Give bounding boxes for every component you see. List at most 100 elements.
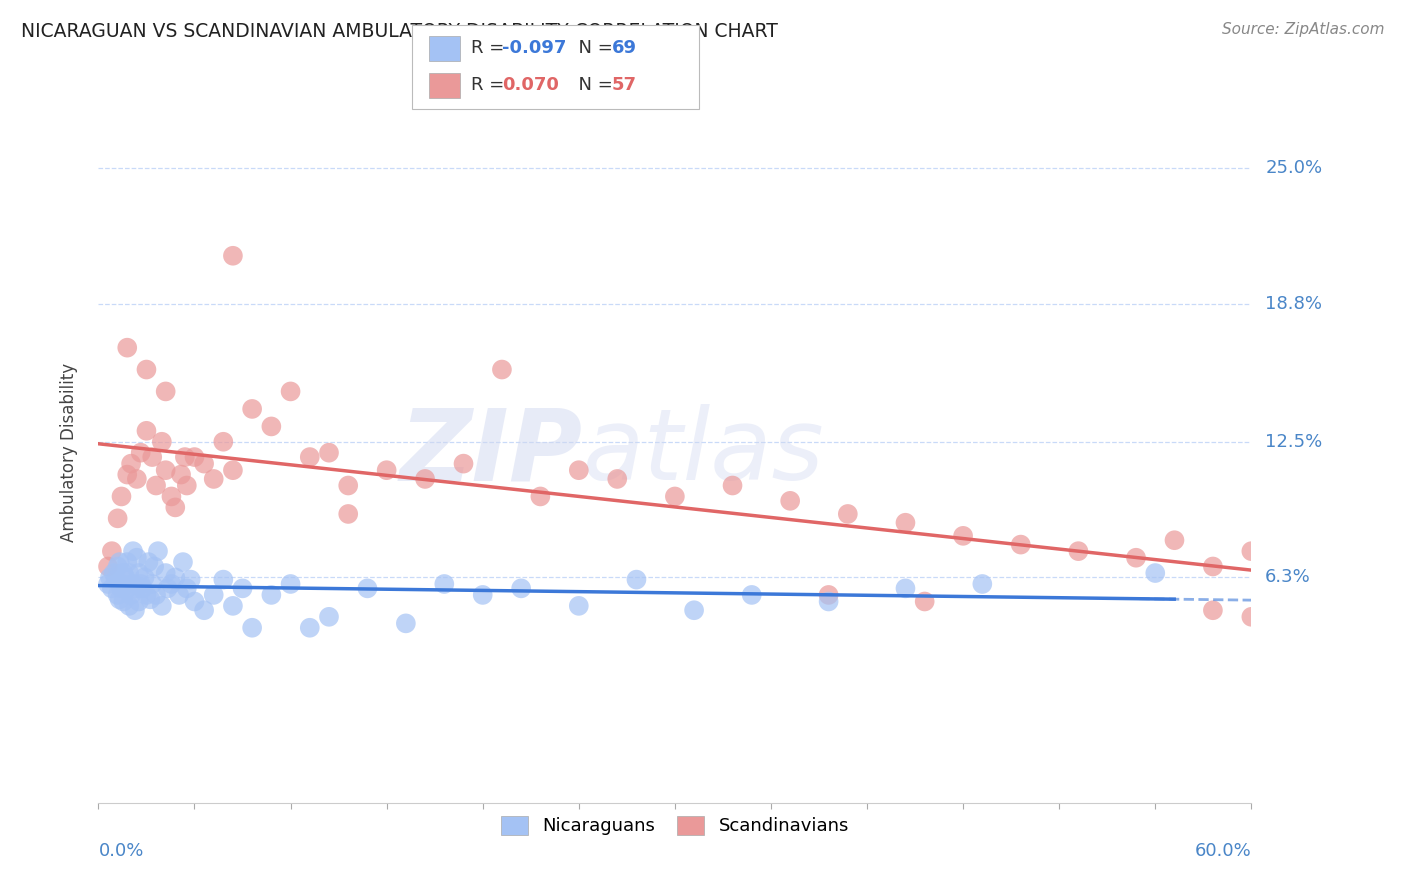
Point [1144,566,1167,580]
Point [817,594,839,608]
Point [280,577,302,591]
Point [145,588,167,602]
Point [260,588,283,602]
Point [193,457,215,471]
Point [155,566,177,580]
Point [112,566,135,580]
Legend: Nicaraguans, Scandinavians: Nicaraguans, Scandinavians [491,805,859,847]
Point [134,570,156,584]
Text: -0.097: -0.097 [502,39,567,57]
Text: NICARAGUAN VS SCANDINAVIAN AMBULATORY DISABILITY CORRELATION CHART: NICARAGUAN VS SCANDINAVIAN AMBULATORY DI… [21,22,778,41]
Point [128,566,150,580]
Point [433,577,456,591]
Text: R =: R = [471,77,510,95]
Point [180,573,202,587]
Point [1125,550,1147,565]
Point [395,616,418,631]
Point [124,603,146,617]
Point [146,544,169,558]
Text: 6.3%: 6.3% [1265,568,1310,586]
Point [837,507,859,521]
Point [167,588,190,602]
Point [156,582,179,596]
Point [141,577,163,591]
Point [222,599,245,613]
Text: 0.070: 0.070 [502,77,558,95]
Text: R =: R = [471,39,510,57]
Text: N =: N = [567,77,619,95]
Point [112,594,135,608]
Point [914,594,936,608]
Point [240,621,263,635]
Point [128,594,150,608]
Point [155,463,177,477]
Point [894,582,917,596]
Point [202,588,225,602]
Text: 12.5%: 12.5% [1265,433,1323,450]
Point [135,362,157,376]
Point [165,500,187,515]
Point [131,582,153,596]
Point [337,507,360,521]
Point [721,478,744,492]
Point [143,559,166,574]
Point [122,577,145,591]
Text: 0.0%: 0.0% [98,842,143,860]
Point [212,573,235,587]
Point [222,463,245,477]
Point [120,457,142,471]
Point [626,573,648,587]
Point [114,570,136,584]
Point [529,490,551,504]
Point [375,463,398,477]
Text: 25.0%: 25.0% [1265,160,1323,178]
Point [356,582,378,596]
Text: N =: N = [567,39,619,57]
Point [104,573,127,587]
Point [972,577,994,591]
Point [145,478,167,492]
Text: 60.0%: 60.0% [1195,842,1251,860]
Point [1202,559,1225,574]
Point [183,594,205,608]
Point [1010,538,1032,552]
Point [193,603,215,617]
Point [110,490,132,504]
Point [97,559,120,574]
Point [280,384,302,399]
Point [107,511,129,525]
Point [118,599,141,613]
Point [107,559,129,574]
Text: 18.8%: 18.8% [1265,295,1322,313]
Point [176,582,198,596]
Point [222,249,245,263]
Point [1067,544,1090,558]
Point [176,478,198,492]
Point [231,582,254,596]
Point [606,472,628,486]
Text: 57: 57 [612,77,637,95]
Point [129,577,152,591]
Text: atlas: atlas [582,404,824,501]
Point [160,490,183,504]
Point [664,490,686,504]
Point [952,529,974,543]
Point [103,566,125,580]
Point [160,577,183,591]
Point [260,419,283,434]
Point [150,434,173,449]
Point [120,588,142,602]
Point [240,401,263,416]
Point [318,446,340,460]
Point [817,588,839,602]
Point [298,621,321,635]
Text: Source: ZipAtlas.com: Source: ZipAtlas.com [1222,22,1385,37]
Point [125,582,148,596]
Point [107,588,129,602]
Point [165,570,187,584]
Point [779,493,801,508]
Point [202,472,225,486]
Point [117,341,139,355]
Point [1202,603,1225,617]
Point [683,603,706,617]
